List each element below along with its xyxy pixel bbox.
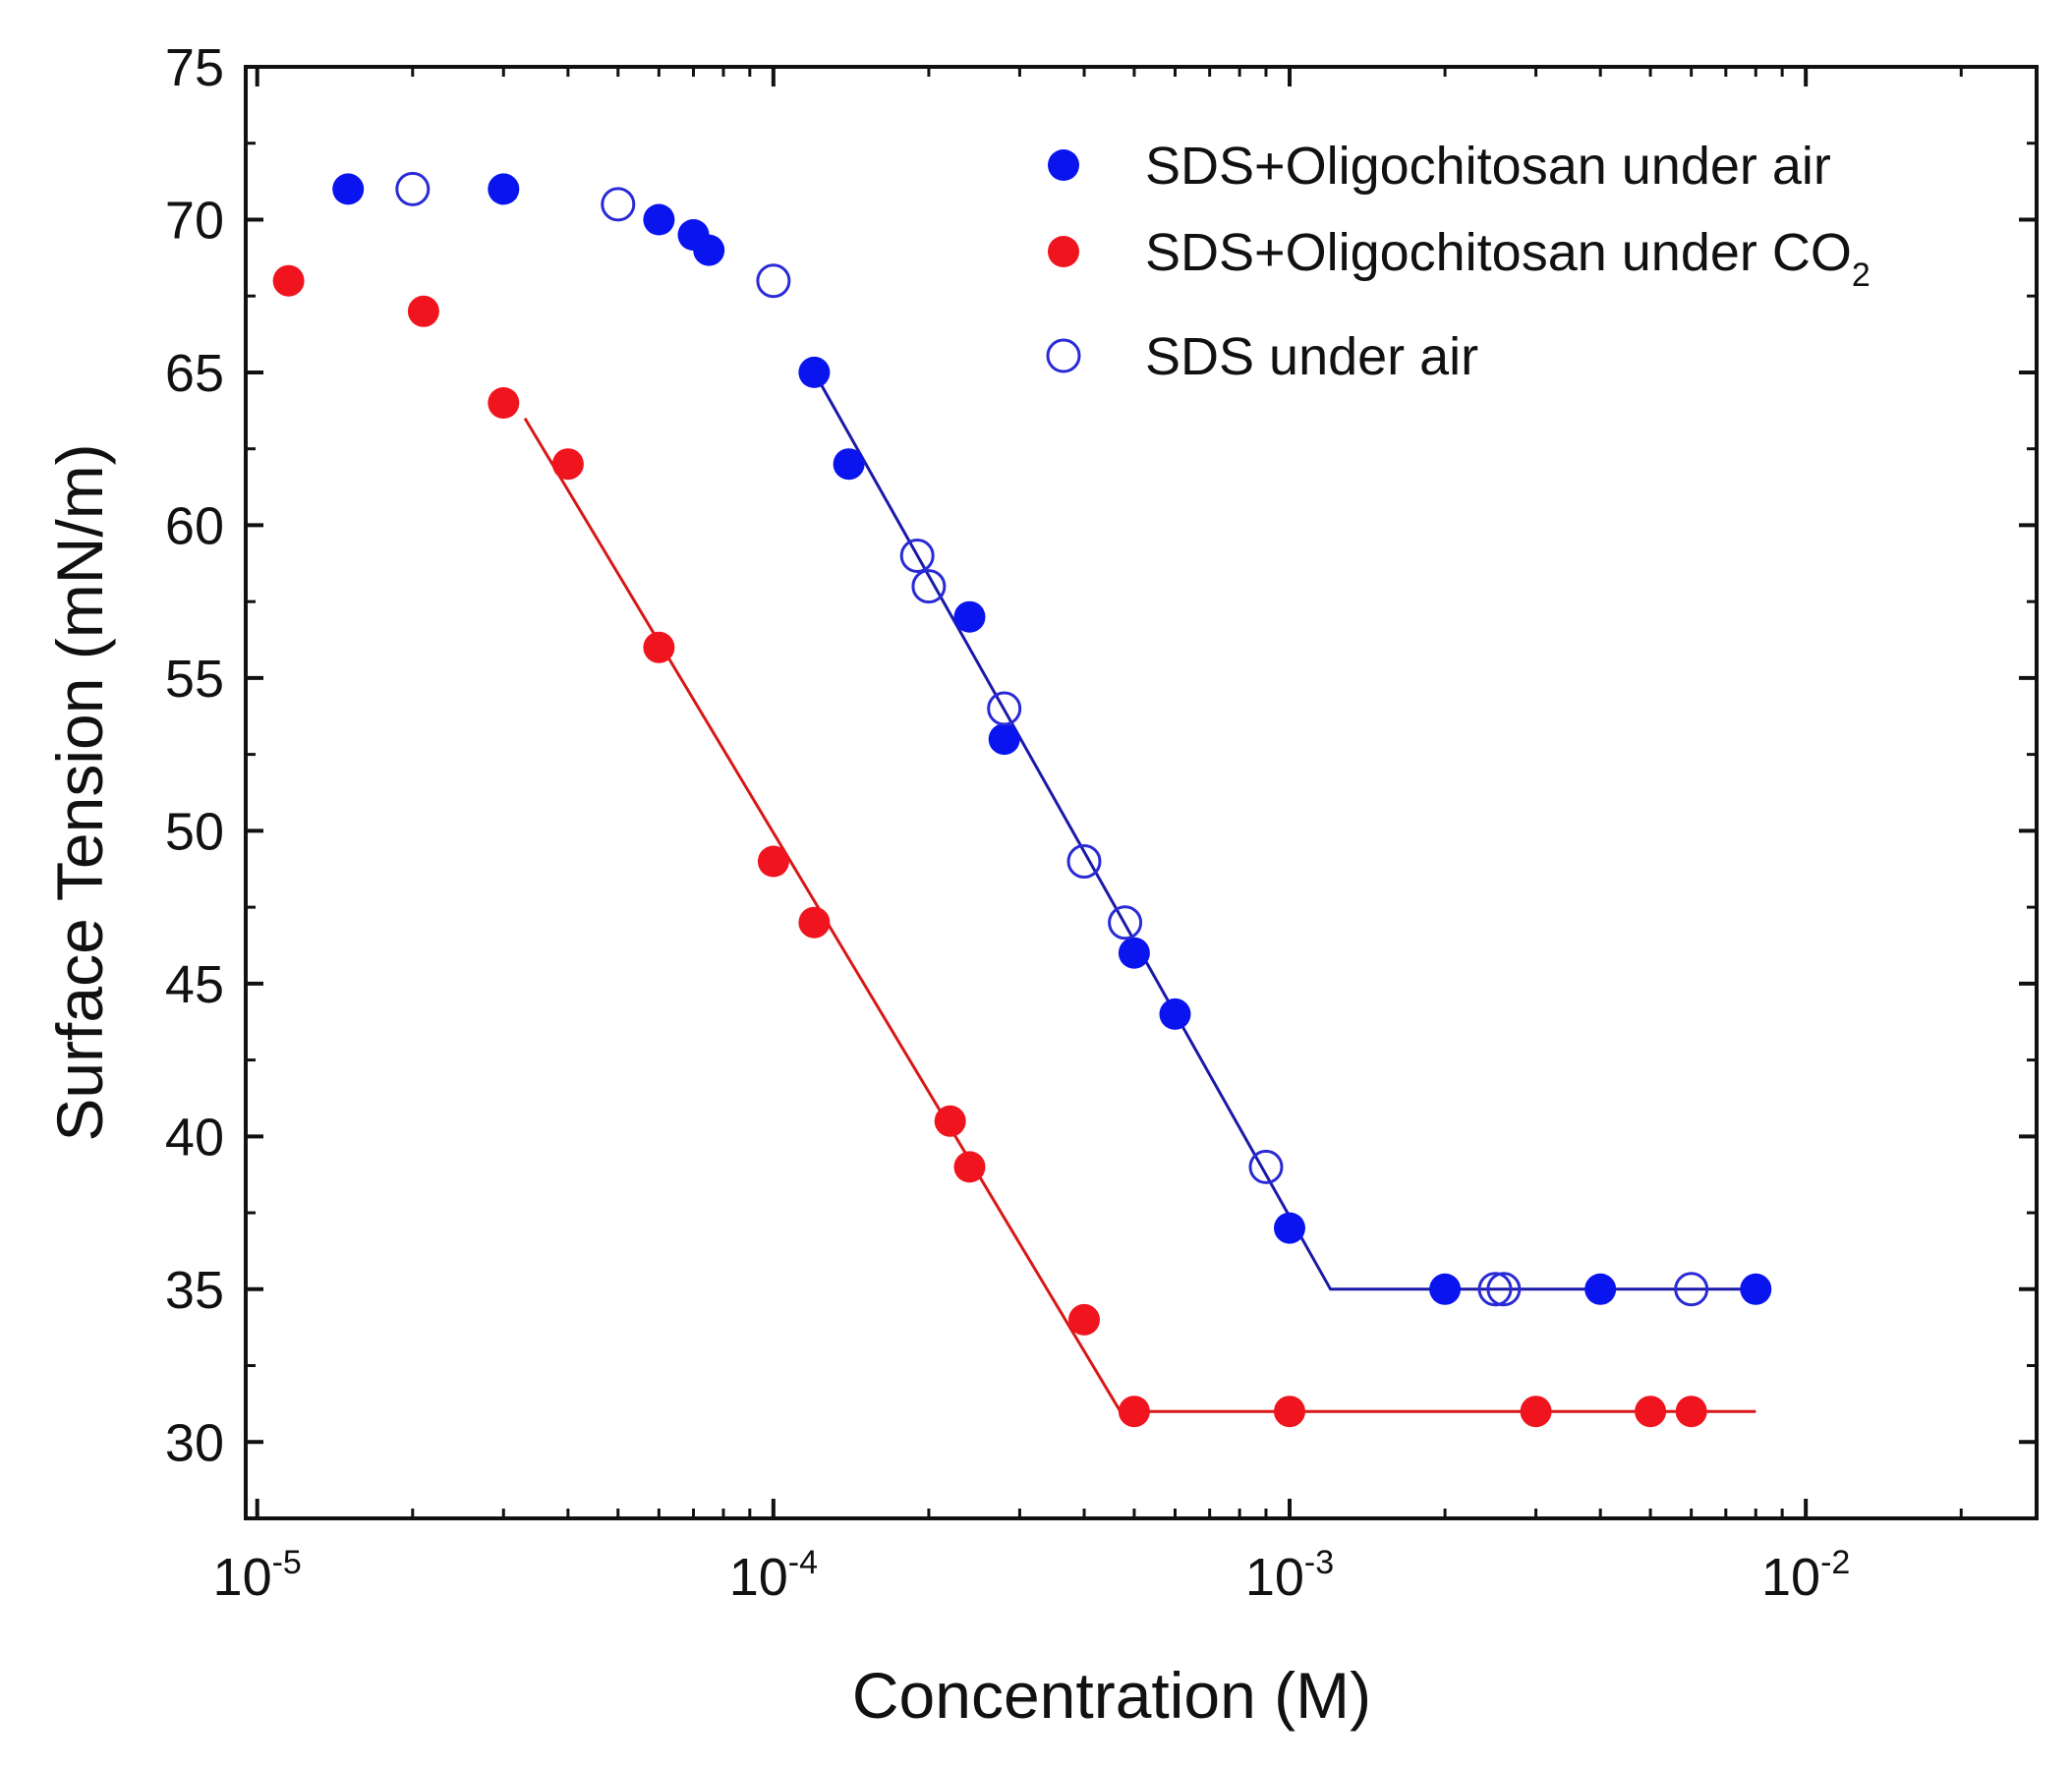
x-tick-exponent: -2 [1820, 1544, 1850, 1581]
data-point [1108, 905, 1143, 941]
y-tick-label: 45 [165, 955, 224, 1014]
y-tick-label: 65 [165, 344, 224, 403]
x-tick-base: 10 [1245, 1548, 1304, 1607]
data-point [953, 1151, 986, 1183]
data-point [1635, 1396, 1667, 1428]
data-point [1066, 844, 1102, 879]
data-point [953, 600, 986, 633]
legend-marker [1048, 236, 1079, 267]
data-point [899, 539, 935, 573]
data-point [1429, 1273, 1462, 1305]
data-point [1520, 1396, 1552, 1428]
data-point [798, 356, 831, 388]
legend-label: SDS+Oligochitosan under CO2 [1145, 223, 1871, 294]
data-point [332, 173, 365, 205]
legend-label-text: SDS under air [1145, 327, 1478, 386]
data-point [988, 723, 1020, 756]
x-tick-label: 10-4 [729, 1544, 818, 1607]
legend-marker [1046, 338, 1081, 373]
y-tick-label: 60 [165, 496, 224, 555]
legend-marker [1048, 149, 1079, 181]
legend-label: SDS under air [1145, 327, 1478, 386]
data-point [693, 234, 725, 266]
plot-frame [244, 65, 2039, 1520]
x-tick-base: 10 [213, 1548, 272, 1607]
data-point [1274, 1212, 1305, 1244]
x-tick-label: 10-2 [1761, 1544, 1850, 1607]
series-2 [395, 171, 1709, 1307]
x-tick-label: 10-5 [213, 1544, 302, 1607]
data-point [1118, 1396, 1150, 1428]
y-tick-label: 55 [165, 650, 224, 709]
x-tick-base: 10 [1761, 1548, 1820, 1607]
series-0 [332, 173, 1772, 1305]
y-tick-label: 40 [165, 1108, 224, 1167]
data-point [551, 448, 584, 481]
data-point [1118, 937, 1150, 969]
data-point [934, 1105, 966, 1137]
data-point [488, 173, 520, 205]
data-point [1068, 1303, 1100, 1336]
data-points [272, 171, 1772, 1428]
y-tick-label: 30 [165, 1413, 224, 1472]
x-tick-label: 10-3 [1245, 1544, 1334, 1607]
y-tick-label: 75 [165, 38, 224, 97]
x-axis-title: Concentration (M) [852, 1659, 1371, 1732]
legend-label: SDS+Oligochitosan under air [1145, 137, 1831, 196]
data-point [1274, 1396, 1305, 1428]
data-point [395, 171, 431, 206]
data-point [911, 569, 947, 604]
data-point [1740, 1273, 1772, 1305]
x-tick-exponent: -4 [788, 1544, 818, 1581]
x-tick-exponent: -3 [1304, 1544, 1334, 1581]
y-tick-label: 70 [165, 191, 224, 250]
data-point [833, 448, 865, 481]
data-point [798, 906, 831, 939]
data-point [987, 691, 1022, 726]
x-tick-base: 10 [729, 1548, 788, 1607]
y-axis-title: Surface Tension (mN/m) [43, 443, 116, 1141]
series-1 [272, 264, 1707, 1428]
legend-label-text: SDS+Oligochitosan under air [1145, 137, 1831, 196]
legend-label-subscript: 2 [1852, 257, 1871, 294]
data-point [1248, 1149, 1284, 1184]
legend: SDS+Oligochitosan under air SDS+Oligochit… [1046, 137, 1871, 386]
data-point [757, 845, 789, 878]
x-tick-exponent: -5 [272, 1544, 302, 1581]
data-point [1675, 1396, 1707, 1428]
data-point [601, 187, 636, 222]
data-point [272, 264, 305, 297]
data-point [1477, 1272, 1513, 1307]
data-point [756, 263, 791, 299]
data-point [643, 631, 675, 663]
y-tick-label: 35 [165, 1261, 224, 1320]
data-point [643, 203, 675, 236]
legend-label-text: SDS+Oligochitosan under CO [1145, 223, 1852, 282]
data-point [1486, 1272, 1522, 1307]
data-point [1584, 1273, 1617, 1305]
data-point [407, 295, 439, 327]
data-point [488, 387, 520, 419]
data-point [1159, 998, 1191, 1030]
data-point [1674, 1272, 1709, 1307]
y-tick-label: 50 [165, 802, 224, 861]
